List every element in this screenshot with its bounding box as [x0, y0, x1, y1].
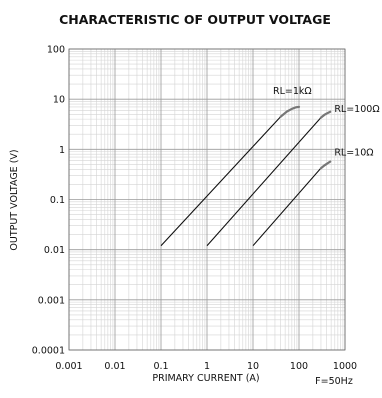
x-tick-label: 0.01	[104, 361, 125, 372]
series-lines	[160, 105, 332, 247]
x-tick-label: 1000	[333, 361, 357, 372]
y-tick-label: 0.01	[44, 245, 65, 256]
x-tick-label: 1	[204, 361, 210, 372]
y-tick-label: 0.001	[38, 295, 65, 306]
series-labels: RL=1kΩ RL=100Ω RL=10Ω	[273, 86, 380, 159]
x-tick-label: 0.1	[153, 361, 168, 372]
y-tick-label: 0.1	[50, 195, 65, 206]
x-tick-label: 100	[290, 361, 308, 372]
plot-frame	[68, 48, 346, 351]
y-tick-label: 1	[59, 145, 65, 156]
x-tick-labels: 0.001 0.01 0.1 1 10 100 1000	[55, 361, 357, 372]
series-label: RL=1kΩ	[273, 86, 312, 97]
series-line-end	[319, 160, 332, 170]
series-label: RL=100Ω	[334, 104, 379, 115]
series-label: RL=10Ω	[334, 148, 373, 159]
y-axis-label: OUTPUT VOLTAGE (V)	[9, 149, 20, 250]
y-tick-labels: 0.0001 0.001 0.01 0.1 1 10 100	[32, 45, 65, 357]
series-line-end	[279, 105, 301, 118]
x-tick-label: 0.001	[55, 361, 82, 372]
x-axis-label: PRIMARY CURRENT (A)	[152, 373, 259, 384]
chart-title: CHARACTERISTIC OF OUTPUT VOLTAGE	[59, 12, 331, 27]
y-tick-label: 10	[53, 95, 65, 106]
series-line-end	[319, 110, 332, 119]
y-tick-label: 0.0001	[32, 346, 65, 357]
series-line	[160, 106, 300, 247]
x-tick-label: 10	[247, 361, 259, 372]
y-tick-label: 100	[47, 45, 65, 56]
frequency-note: F=50Hz	[315, 376, 353, 387]
